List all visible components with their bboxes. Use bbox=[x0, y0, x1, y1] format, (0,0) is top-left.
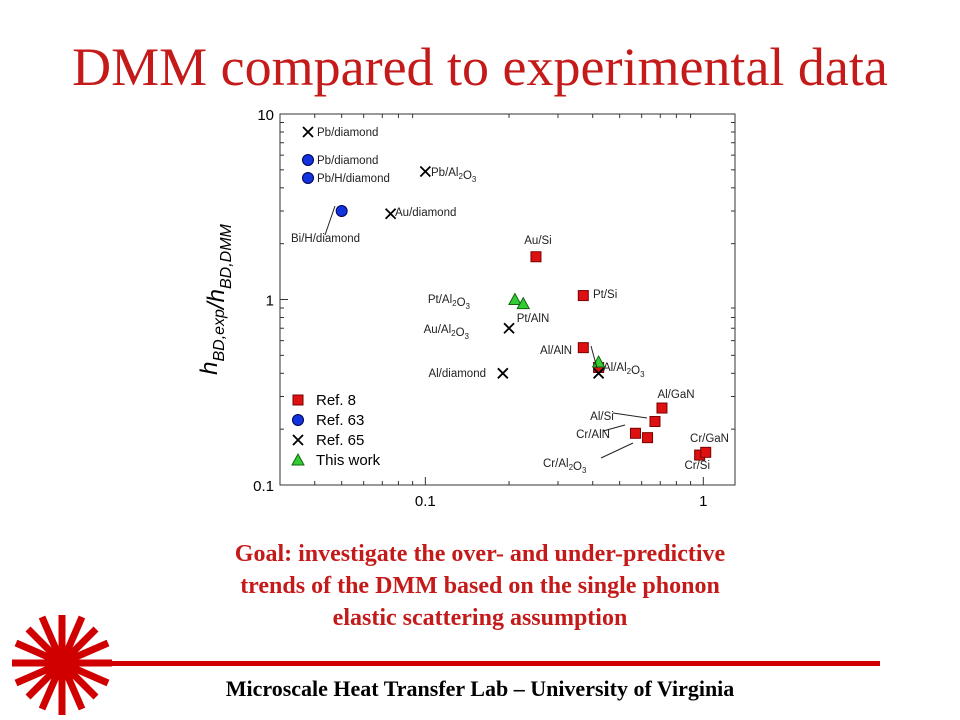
legend-label: Ref. 65 bbox=[316, 432, 364, 449]
legend-marker-x bbox=[292, 434, 304, 446]
key-marker-circle bbox=[302, 172, 314, 184]
point-annotation: Au/Si bbox=[524, 235, 552, 247]
scatter-chart: 0.1 1 0.1 1 10 hBD,exp/hBD,DMM Pb/diamond Pb/d… bbox=[196, 107, 736, 510]
point-annotation: Cr/GaN bbox=[690, 433, 729, 445]
plot-frame bbox=[279, 113, 736, 486]
goal-line-2: trends of the DMM based on the single ph… bbox=[240, 573, 720, 599]
point-annotation: Al/Al2O3 bbox=[603, 362, 645, 379]
legend-label: This work bbox=[316, 452, 381, 469]
point-annotation: Cr/Si bbox=[684, 460, 710, 472]
data-point-square-0-6 bbox=[642, 432, 654, 444]
y-tick-label: 1 bbox=[266, 293, 274, 310]
point-annotation: Al/AlN bbox=[540, 345, 572, 357]
data-point-square-0-0 bbox=[530, 251, 542, 263]
data-point-square-0-1 bbox=[577, 290, 589, 302]
annotation-pointer bbox=[324, 205, 336, 236]
point-annotation: Pb/diamond bbox=[317, 155, 378, 167]
legend-marker-square bbox=[292, 394, 304, 406]
data-point-square-0-5 bbox=[649, 415, 661, 427]
point-annotation: Pt/Si bbox=[593, 289, 617, 301]
data-point-circle-1-0 bbox=[335, 204, 348, 217]
key-marker-circle bbox=[302, 154, 314, 166]
legend-label: Ref. 63 bbox=[316, 412, 364, 429]
legend-marker-triangle bbox=[291, 452, 305, 466]
data-point-square-0-2 bbox=[577, 342, 589, 354]
y-axis-label: hBD,exp/hBD,DMM bbox=[196, 223, 235, 374]
footer-text: Microscale Heat Transfer Lab – Universit… bbox=[225, 676, 735, 701]
point-annotation: Pt/AlN bbox=[517, 313, 550, 325]
data-point-x-2-4 bbox=[592, 367, 605, 379]
point-annotation: Au/diamond bbox=[395, 207, 456, 219]
point-annotation: Pb/diamond bbox=[317, 127, 378, 139]
point-annotation: Al/diamond bbox=[428, 368, 486, 380]
x-tick-label: 0.1 bbox=[415, 493, 436, 510]
data-point-x-2-0 bbox=[419, 165, 431, 178]
key-marker-x bbox=[302, 126, 314, 138]
x-tick-label: 1 bbox=[699, 493, 707, 510]
data-point-triangle-3-1 bbox=[516, 296, 531, 310]
goal-line-1: Goal: investigate the over- and under-pr… bbox=[234, 541, 726, 567]
data-point-square-0-7 bbox=[629, 427, 641, 439]
data-point-x-2-1 bbox=[384, 208, 397, 220]
legend-marker-circle bbox=[292, 414, 304, 426]
goal-statement: Goal: investigate the over- and under-pr… bbox=[150, 538, 810, 634]
data-point-square-0-4 bbox=[656, 402, 668, 414]
slide-title: DMM compared to experimental data bbox=[72, 37, 888, 97]
data-point-square-0-9 bbox=[700, 446, 712, 458]
goal-line-3: elastic scattering assumption bbox=[332, 605, 628, 631]
legend-label: Ref. 8 bbox=[316, 392, 356, 409]
point-annotation: Al/GaN bbox=[657, 389, 694, 401]
point-annotation: Bi/H/diamond bbox=[291, 233, 360, 245]
point-annotation: Al/Si bbox=[590, 411, 614, 423]
annotation-pointer bbox=[590, 345, 598, 369]
point-annotation: Cr/Al2O3 bbox=[543, 458, 587, 475]
annotation-pointer bbox=[602, 424, 626, 432]
point-annotation: Pb/H/diamond bbox=[317, 173, 390, 185]
data-point-x-2-2 bbox=[503, 322, 515, 334]
data-point-x-2-3 bbox=[497, 367, 509, 379]
point-annotation: Cr/AlN bbox=[576, 429, 610, 441]
point-annotation: Pt/Al2O3 bbox=[428, 294, 471, 311]
point-annotation: Au/Al2O3 bbox=[424, 324, 470, 341]
y-tick-label: 0.1 bbox=[253, 478, 274, 495]
point-annotation: Pb/Al2O3 bbox=[431, 167, 477, 184]
annotation-pointer bbox=[612, 412, 648, 419]
y-tick-label: 10 bbox=[257, 107, 274, 124]
annotation-pointer bbox=[600, 442, 634, 459]
footer-divider bbox=[14, 661, 880, 666]
data-point-triangle-3-0 bbox=[508, 292, 522, 305]
